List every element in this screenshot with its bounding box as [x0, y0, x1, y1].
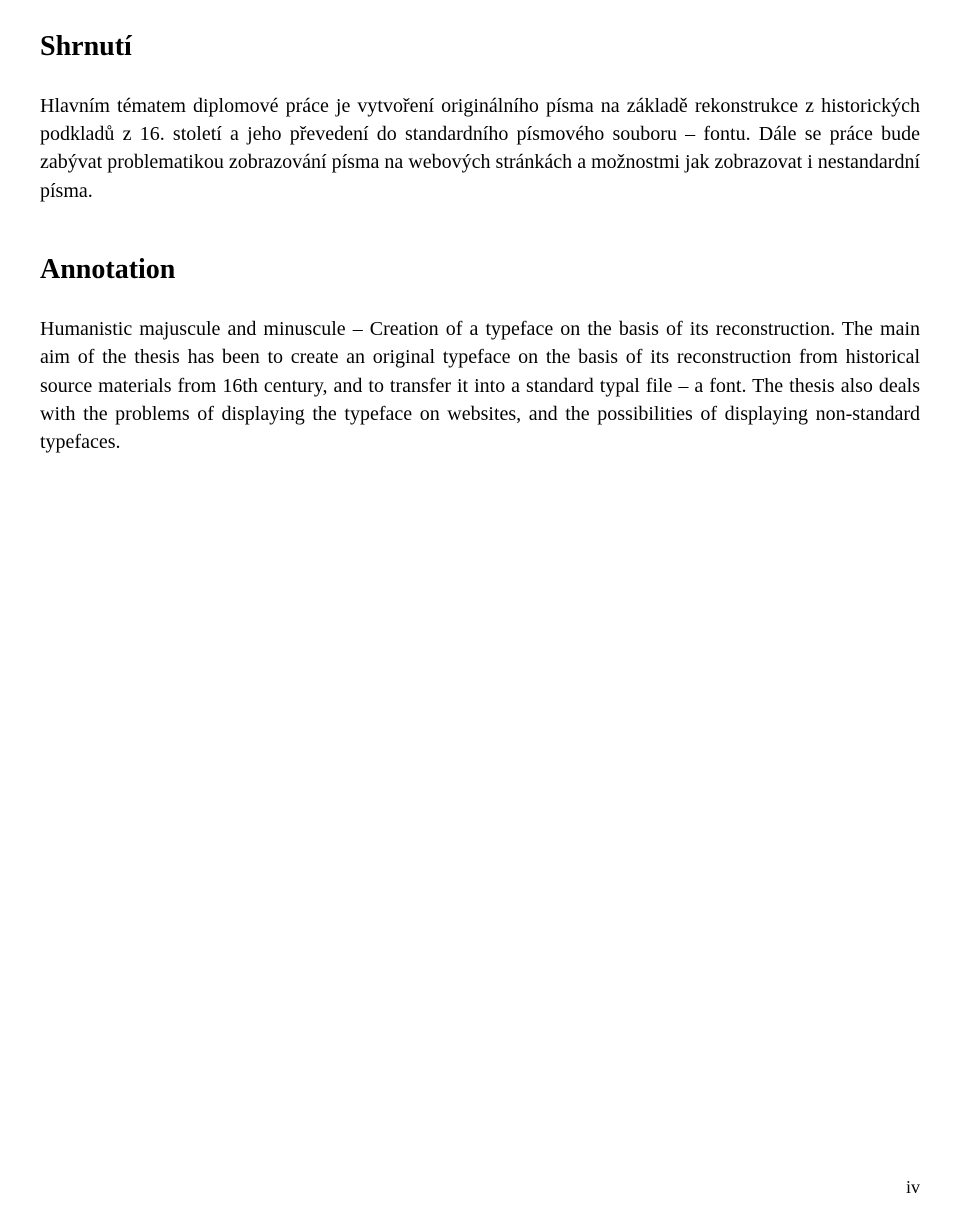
section-spacer	[40, 233, 920, 253]
section-heading-shrnuti: Shrnutí	[40, 30, 920, 64]
document-page: Shrnutí Hlavním tématem diplomové práce …	[0, 0, 960, 1226]
section-heading-annotation: Annotation	[40, 253, 920, 287]
section-body-annotation: Humanistic majuscule and minuscule – Cre…	[40, 315, 920, 457]
page-number: iv	[906, 1177, 920, 1198]
section-body-shrnuti: Hlavním tématem diplomové práce je vytvo…	[40, 92, 920, 206]
